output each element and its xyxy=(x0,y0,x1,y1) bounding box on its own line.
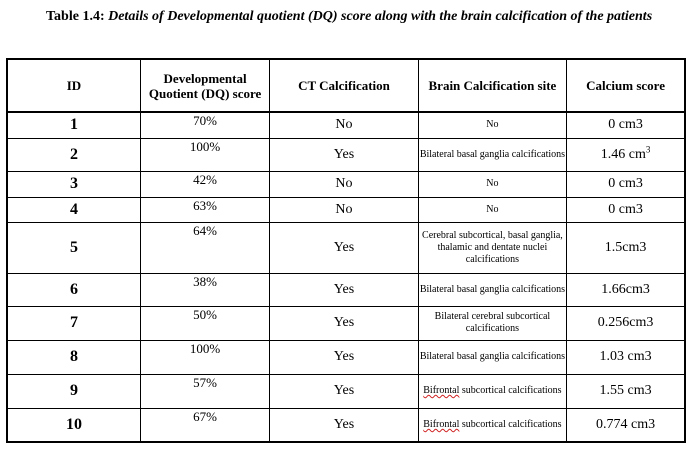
caption-label: Table 1.4: xyxy=(46,9,105,24)
cell-dq-score: 57% xyxy=(139,373,271,409)
table-body: 1 70% No No 0 cm3 2 100% Yes Bilateral basal gan… xyxy=(6,111,686,443)
table-row: 7 50% Yes Bilateral cerebral subcortical ca… xyxy=(6,305,686,341)
cell-id: 5 xyxy=(6,221,141,274)
cell-id: 4 xyxy=(6,196,141,223)
table-caption: Table 1.4: Details of Developmental quot… xyxy=(46,6,666,27)
cell-id: 7 xyxy=(6,305,141,341)
site-text: No xyxy=(486,178,499,189)
table-row: 1 70% No No 0 cm3 xyxy=(6,111,686,139)
cell-ct-calcification: Yes xyxy=(269,221,419,274)
cell-dq-score: 38% xyxy=(139,272,271,307)
site-text: Bilateral basal ganglia calcifications xyxy=(419,148,566,160)
cell-dq-score: 64% xyxy=(139,221,271,274)
cell-dq-score: 63% xyxy=(139,196,271,223)
cell-id: 3 xyxy=(6,170,141,198)
cell-calcification-site: Cerebral subcortical, basal ganglia, tha… xyxy=(417,221,568,274)
cell-calcification-site: Bilateral basal ganglia calcifications xyxy=(417,272,568,307)
table-row: 9 57% Yes Bifrontal subcortical calcificati… xyxy=(6,373,686,409)
cell-calcium-score: 1.66cm3 xyxy=(566,272,686,307)
cell-ct-calcification: Yes xyxy=(269,373,419,409)
cell-id: 2 xyxy=(6,137,141,172)
cell-ct-calcification: No xyxy=(269,170,419,198)
caption-text: Details of Developmental quotient (DQ) s… xyxy=(108,9,653,24)
table-row: 3 42% No No 0 cm3 xyxy=(6,170,686,198)
site-text: Bilateral basal ganglia calcifications xyxy=(419,283,566,295)
cell-dq-score: 67% xyxy=(139,407,271,443)
header-id: ID xyxy=(6,58,141,113)
cell-calcification-site: No xyxy=(417,196,568,223)
cell-dq-score: 50% xyxy=(139,305,271,341)
calcium-value: 1.03 cm3 xyxy=(599,349,652,364)
cell-calcium-score: 0.774 cm3 xyxy=(566,407,686,443)
cell-dq-score: 42% xyxy=(139,170,271,198)
calcium-value: 1.55 cm3 xyxy=(599,383,652,398)
cell-id: 6 xyxy=(6,272,141,307)
site-word: Bifrontal xyxy=(423,385,460,396)
cell-dq-score: 100% xyxy=(139,137,271,172)
cell-ct-calcification: No xyxy=(269,196,419,223)
cell-calcium-score: 0 cm3 xyxy=(566,111,686,139)
header-row: ID Developmental Quotient (DQ) score CT … xyxy=(6,58,686,113)
calcium-value: 1.66cm3 xyxy=(601,281,650,297)
calcium-value: 1.5cm3 xyxy=(604,239,647,255)
cell-calcification-site: Bilateral cerebral subcortical calcifica… xyxy=(417,305,568,341)
cell-calcium-score: 1.5cm3 xyxy=(566,221,686,274)
cell-calcification-site: Bilateral basal ganglia calcifications xyxy=(417,339,568,375)
cell-id: 10 xyxy=(6,407,141,443)
calcium-value: 0.256cm3 xyxy=(597,315,654,330)
cell-id: 9 xyxy=(6,373,141,409)
cell-ct-calcification: Yes xyxy=(269,272,419,307)
cell-calcification-site: Bilateral basal ganglia calcifications xyxy=(417,137,568,172)
header-site: Brain Calcification site xyxy=(417,58,568,113)
calcium-value: 0 cm3 xyxy=(608,117,643,133)
cell-calcium-score: 1.55 cm3 xyxy=(566,373,686,409)
cell-calcification-site: No xyxy=(417,170,568,198)
site-text: Bilateral cerebral subcortical calcifica… xyxy=(434,311,551,334)
calcium-value: 1.46 cm xyxy=(600,146,646,162)
calcium-value: 0.774 cm3 xyxy=(596,416,656,432)
header-calcium: Calcium score xyxy=(566,58,686,113)
cell-ct-calcification: Yes xyxy=(269,305,419,341)
table-row: 6 38% Yes Bilateral basal ganglia calcifica… xyxy=(6,272,686,307)
site-text: subcortical calcifications xyxy=(461,385,562,396)
cell-calcium-score: 0 cm3 xyxy=(566,196,686,223)
site-word: Bifrontal xyxy=(423,418,460,430)
table-row: 4 63% No No 0 cm3 xyxy=(6,196,686,223)
site-text: subcortical calcifications xyxy=(461,418,562,430)
dq-calcification-table: ID Developmental Quotient (DQ) score CT … xyxy=(6,58,686,443)
cell-dq-score: 70% xyxy=(139,111,271,139)
cell-id: 1 xyxy=(6,111,141,139)
header-dq: Developmental Quotient (DQ) score xyxy=(139,58,271,113)
site-text: Cerebral subcortical, basal ganglia, tha… xyxy=(422,229,563,265)
cell-calcium-score: 0.256cm3 xyxy=(566,305,686,341)
cell-ct-calcification: Yes xyxy=(269,407,419,443)
cell-ct-calcification: Yes xyxy=(269,137,419,172)
cell-calcium-score: 1.46 cm3 xyxy=(566,137,686,172)
calcium-unit-exponent: 3 xyxy=(645,143,651,154)
site-text: No xyxy=(486,119,499,131)
table-row: 8 100% Yes Bilateral basal ganglia calcific… xyxy=(6,339,686,375)
site-text: No xyxy=(486,203,499,215)
cell-ct-calcification: Yes xyxy=(269,339,419,375)
table-row: 5 64% Yes Cerebral subcortical, basal gangl… xyxy=(6,221,686,274)
cell-calcification-site: Bifrontal subcortical calcifications xyxy=(417,373,568,409)
cell-calcium-score: 1.03 cm3 xyxy=(566,339,686,375)
calcium-value: 0 cm3 xyxy=(608,201,643,217)
cell-calcification-site: Bifrontal subcortical calcifications xyxy=(417,407,568,443)
cell-dq-score: 100% xyxy=(139,339,271,375)
calcium-value: 0 cm3 xyxy=(608,176,643,191)
site-text: Bilateral basal ganglia calcifications xyxy=(419,351,566,362)
cell-id: 8 xyxy=(6,339,141,375)
cell-calcification-site: No xyxy=(417,111,568,139)
table-row: 10 67% Yes Bifrontal subcortical calcificat… xyxy=(6,407,686,443)
table-row: 2 100% Yes Bilateral basal ganglia calcific… xyxy=(6,137,686,172)
cell-ct-calcification: No xyxy=(269,111,419,139)
cell-calcium-score: 0 cm3 xyxy=(566,170,686,198)
header-ct: CT Calcification xyxy=(269,58,419,113)
